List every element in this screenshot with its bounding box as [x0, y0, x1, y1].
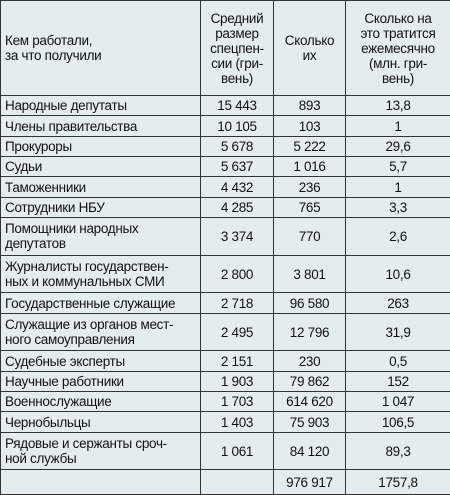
cell: 4 432 — [200, 176, 274, 198]
table-row: Сотрудники НБУ 4 285 765 3,3 — [0, 196, 450, 219]
cell: 29,6 — [345, 135, 450, 158]
total-cell: 1757,8 — [345, 469, 450, 495]
cell: 13,8 — [345, 94, 450, 117]
cell: 263 — [345, 292, 450, 314]
table-row: Помощники народных депутатов 3 374 770 2,6 — [0, 217, 450, 256]
cell: 12 796 — [273, 312, 346, 352]
row-label: Помощники народных депутатов — [0, 217, 201, 256]
row-label: Рядовые и сержанты сроч- ной службы — [0, 431, 201, 471]
table-row: Народные депутаты 15 443 893 13,8 — [0, 94, 450, 117]
table-row: Судьи 5 637 1 016 5,7 — [0, 156, 450, 178]
cell: 79 862 — [273, 370, 346, 393]
cell: 2 718 — [200, 292, 274, 314]
table-row: Чернобыльцы 1 403 75 903 106,5 — [0, 411, 450, 433]
empty-cell — [0, 469, 201, 495]
table-body: Народные депутаты 15 443 893 13,8 Члены прав… — [0, 94, 450, 495]
header-cell: Сколько на это тратится ежемесячно (млн.… — [345, 0, 450, 96]
table-row: Судебные эксперты 2 151 230 0,5 — [0, 350, 450, 372]
header-row: Кем работали, за что получили Средний раз… — [0, 0, 450, 96]
cell: 1 — [345, 115, 450, 137]
cell: 893 — [273, 94, 346, 117]
row-label: Сотрудники НБУ — [0, 196, 201, 219]
row-label: Члены правительства — [0, 115, 201, 137]
row-label: Таможенники — [0, 176, 201, 198]
cell: 75 903 — [273, 411, 346, 433]
table-row: Члены правительства 10 105 103 1 — [0, 115, 450, 137]
cell: 10,6 — [345, 254, 450, 294]
cell: 5 222 — [273, 135, 346, 158]
table-row: Журналисты государствен- ных и коммуналь… — [0, 254, 450, 294]
cell: 3 374 — [200, 217, 274, 256]
cell: 614 620 — [273, 391, 346, 413]
cell: 3 801 — [273, 254, 346, 294]
cell: 103 — [273, 115, 346, 137]
table-row: Прокуроры 5 678 5 222 29,6 — [0, 135, 450, 158]
cell: 1 047 — [345, 391, 450, 413]
row-label: Государственные служащие — [0, 292, 201, 314]
cell: 770 — [273, 217, 346, 256]
cell: 1 903 — [200, 370, 274, 393]
row-label: Судьи — [0, 156, 201, 178]
row-label: Прокуроры — [0, 135, 201, 158]
cell: 236 — [273, 176, 346, 198]
table-row: Таможенники 4 432 236 1 — [0, 176, 450, 198]
row-label: Научные работники — [0, 370, 201, 393]
row-label: Военнослужащие — [0, 391, 201, 413]
cell: 2 495 — [200, 312, 274, 352]
cell: 96 580 — [273, 292, 346, 314]
cell: 1 016 — [273, 156, 346, 178]
table-row: Государственные служащие 2 718 96 580 263 — [0, 292, 450, 314]
cell: 765 — [273, 196, 346, 219]
cell: 106,5 — [345, 411, 450, 433]
cell: 3,3 — [345, 196, 450, 219]
header-cell: Средний размер спецпен- сии (гри- вень) — [200, 0, 274, 96]
cell: 4 285 — [200, 196, 274, 219]
cell: 1 703 — [200, 391, 274, 413]
table-row: Рядовые и сержанты сроч- ной службы 1 061… — [0, 431, 450, 471]
cell: 1 — [345, 176, 450, 198]
cell: 2 151 — [200, 350, 274, 372]
row-label: Судебные эксперты — [0, 350, 201, 372]
cell: 84 120 — [273, 431, 346, 471]
cell: 0,5 — [345, 350, 450, 372]
cell: 5 678 — [200, 135, 274, 158]
header-cell: Сколько их — [273, 0, 346, 96]
table-row: Военнослужащие 1 703 614 620 1 047 — [0, 391, 450, 413]
cell: 5,7 — [345, 156, 450, 178]
cell: 1 403 — [200, 411, 274, 433]
cell: 230 — [273, 350, 346, 372]
row-label: Журналисты государствен- ных и коммуналь… — [0, 254, 201, 294]
cell: 1 061 — [200, 431, 274, 471]
cell: 15 443 — [200, 94, 274, 117]
cell: 10 105 — [200, 115, 274, 137]
total-row: 976 917 1757,8 — [0, 469, 450, 495]
cell: 5 637 — [200, 156, 274, 178]
cell: 2 800 — [200, 254, 274, 294]
cell: 89,3 — [345, 431, 450, 471]
row-label: Чернобыльцы — [0, 411, 201, 433]
table-row: Научные работники 1 903 79 862 152 — [0, 370, 450, 393]
cell: 152 — [345, 370, 450, 393]
empty-cell — [200, 469, 274, 495]
total-cell: 976 917 — [273, 469, 346, 495]
table-row: Служащие из органов мест- ного самоуправ… — [0, 312, 450, 352]
cell: 2,6 — [345, 217, 450, 256]
row-label: Служащие из органов мест- ного самоуправ… — [0, 312, 201, 352]
header-cell: Кем работали, за что получили — [0, 0, 201, 96]
cell: 31,9 — [345, 312, 450, 352]
row-label: Народные депутаты — [0, 94, 201, 117]
